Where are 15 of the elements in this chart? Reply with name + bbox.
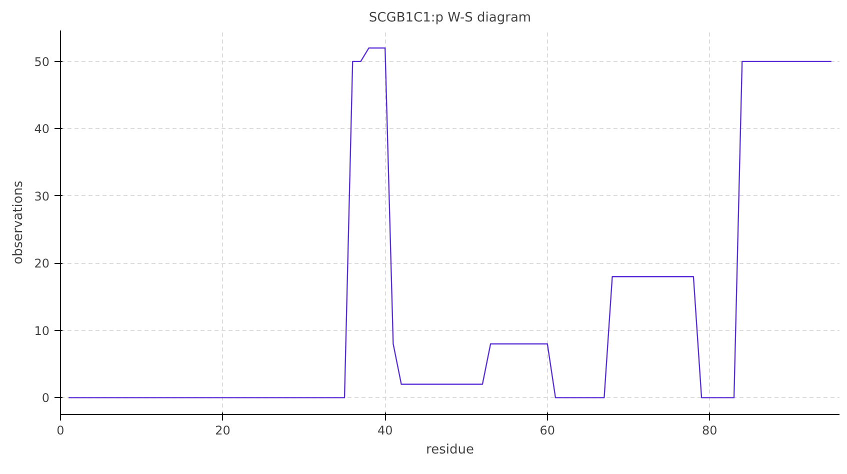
- x-axis-title: residue: [426, 442, 474, 458]
- line-series: [68, 47, 832, 398]
- chart-title: SCGB1C1:p W-S diagram: [368, 10, 532, 26]
- x-tick-label: 20: [215, 424, 230, 438]
- y-axis-title: observations: [11, 180, 26, 264]
- x-tick-label: 0: [56, 424, 64, 438]
- y-tick-label: 40: [34, 122, 50, 136]
- y-tick-label: 50: [34, 54, 50, 69]
- x-tick-label: 40: [377, 424, 393, 438]
- y-tick-label: 30: [34, 189, 50, 204]
- y-tick-label: 20: [34, 256, 50, 271]
- y-tick-label: 0: [42, 391, 50, 406]
- x-tick-label: 80: [702, 424, 718, 438]
- x-tick-label: 60: [540, 424, 556, 438]
- y-tick-label: 10: [34, 324, 50, 338]
